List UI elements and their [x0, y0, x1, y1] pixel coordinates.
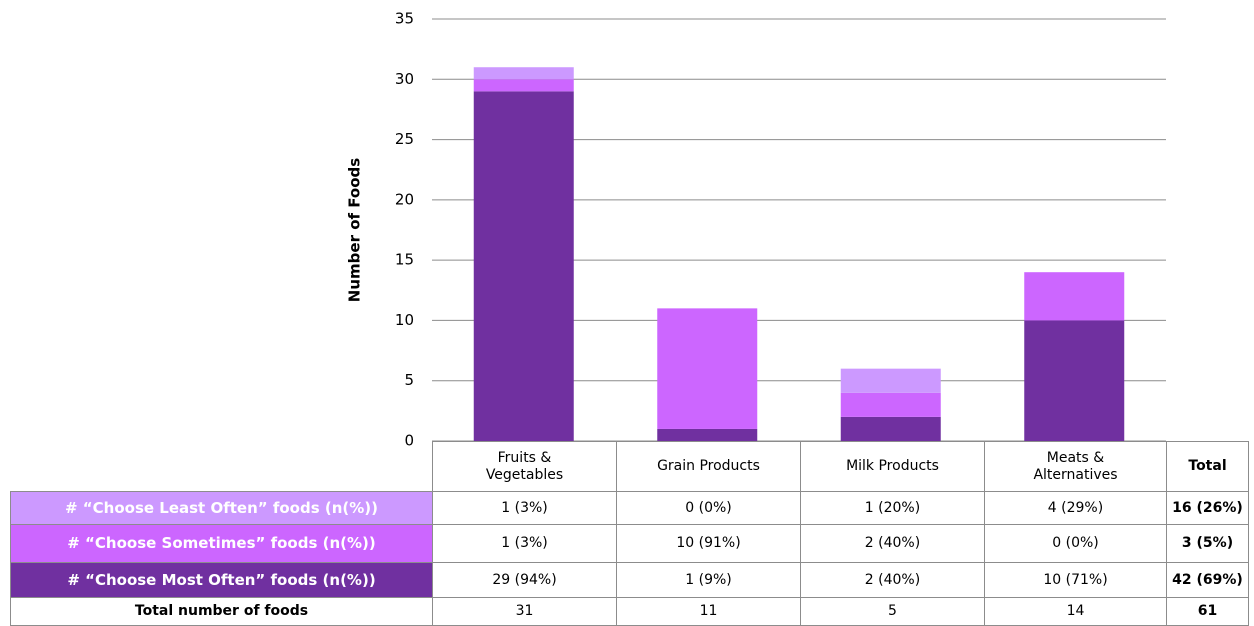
y-tick-label: 10	[395, 311, 414, 329]
row-header: # “Choose Sometimes” foods (n(%))	[10, 524, 433, 563]
y-tick-label: 0	[404, 432, 414, 450]
table-cell: 2 (40%)	[800, 524, 985, 563]
table-cell: 10 (71%)	[984, 562, 1167, 598]
y-tick-label: 30	[395, 70, 414, 88]
column-header: Fruits & Vegetables	[432, 441, 617, 492]
table-cell: 29 (94%)	[432, 562, 617, 598]
y-tick-label: 35	[395, 10, 414, 28]
row-header: Total number of foods	[10, 597, 433, 626]
bar-segment	[657, 308, 758, 429]
column-header: Grain Products	[616, 441, 801, 492]
column-header: Total	[1166, 441, 1249, 492]
table-cell: 0 (0%)	[616, 491, 801, 525]
column-header: Milk Products	[800, 441, 985, 492]
bar-segment	[473, 79, 574, 92]
table-cell: 11	[616, 597, 801, 626]
bar-segment	[1024, 320, 1125, 441]
bar-segment	[840, 368, 941, 393]
bar-segment	[840, 416, 941, 441]
table-cell: 4 (29%)	[984, 491, 1167, 525]
table-cell: 0 (0%)	[984, 524, 1167, 563]
table-cell: 42 (69%)	[1166, 562, 1249, 598]
table-cell: 31	[432, 597, 617, 626]
row-header: # “Choose Most Often” foods (n(%))	[10, 562, 433, 598]
table-cell: 10 (91%)	[616, 524, 801, 563]
bar-segment	[1024, 272, 1125, 321]
y-tick-label: 20	[395, 190, 414, 208]
table-cell: 2 (40%)	[800, 562, 985, 598]
table-cell: 1 (3%)	[432, 491, 617, 525]
row-header: # “Choose Least Often” foods (n(%))	[10, 491, 433, 525]
table-cell: 1 (9%)	[616, 562, 801, 598]
y-tick-label: 15	[395, 251, 414, 269]
column-header: Meats & Alternatives	[984, 441, 1167, 492]
y-tick-label: 25	[395, 130, 414, 148]
table-cell: 16 (26%)	[1166, 491, 1249, 525]
table-cell: 14	[984, 597, 1167, 626]
bar-segment	[473, 67, 574, 80]
bar-segment	[473, 91, 574, 441]
table-cell: 5	[800, 597, 985, 626]
bar-segment	[657, 428, 758, 441]
table-cell: 61	[1166, 597, 1249, 626]
bar-segment	[840, 392, 941, 417]
table-cell: 1 (20%)	[800, 491, 985, 525]
y-axis-label: Number of Foods	[346, 158, 364, 302]
table-cell: 3 (5%)	[1166, 524, 1249, 563]
y-tick-label: 5	[404, 371, 414, 389]
table-cell: 1 (3%)	[432, 524, 617, 563]
